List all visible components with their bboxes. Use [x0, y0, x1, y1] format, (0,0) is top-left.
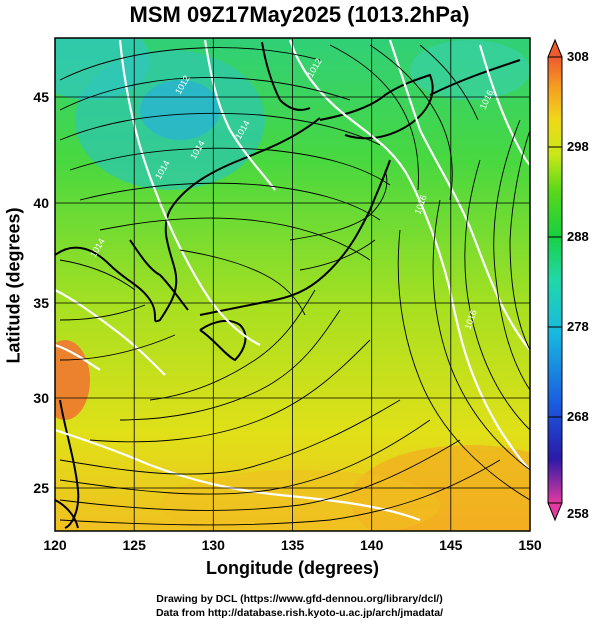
streamlines — [59, 44, 530, 526]
x-tick-label: 150 — [518, 537, 542, 553]
colorbar-tick-label: 298 — [567, 139, 589, 154]
colorbar-tick-label: 258 — [567, 506, 589, 521]
footer-credit-data: Data from http://database.rish.kyoto-u.a… — [155, 607, 444, 619]
x-tick-label: 125 — [123, 537, 147, 553]
y-tick-label: 30 — [33, 390, 49, 406]
coastlines — [55, 41, 521, 529]
y-tick-label: 25 — [33, 480, 49, 496]
y-tick-label: 35 — [33, 295, 49, 311]
y-tick-labels: 25 30 35 40 45 — [33, 89, 49, 496]
x-tick-label: 135 — [281, 537, 305, 553]
x-tick-label: 145 — [439, 537, 463, 553]
plot-frame — [54, 37, 531, 532]
colorbar-min-arrow — [547, 502, 563, 522]
footer-credit-drawing: Drawing by DCL (https://www.gfd-dennou.o… — [156, 593, 443, 605]
colorbar-tick-label: 278 — [567, 319, 589, 334]
colorbar-tick-label: 288 — [567, 229, 589, 244]
colorbar: 308 298 288 278 268 258 — [547, 38, 589, 522]
x-tick-labels: 120 125 130 135 140 145 150 — [43, 537, 542, 553]
colorbar-tick-label: 268 — [567, 409, 589, 424]
isobars — [55, 39, 530, 522]
x-tick-label: 120 — [43, 537, 67, 553]
x-axis-label: Longitude (degrees) — [205, 558, 379, 578]
grid — [55, 38, 530, 531]
x-tick-label: 130 — [202, 537, 226, 553]
map-title: MSM 09Z17May2025 (1013.2hPa) — [129, 2, 470, 27]
x-tick-label: 140 — [360, 537, 384, 553]
y-tick-label: 40 — [33, 195, 49, 211]
colorbar-tick-label: 308 — [567, 49, 589, 64]
y-axis-label: Latitude (degrees) — [3, 207, 24, 364]
y-tick-label: 45 — [33, 89, 49, 105]
colorbar-max-arrow — [547, 38, 563, 58]
